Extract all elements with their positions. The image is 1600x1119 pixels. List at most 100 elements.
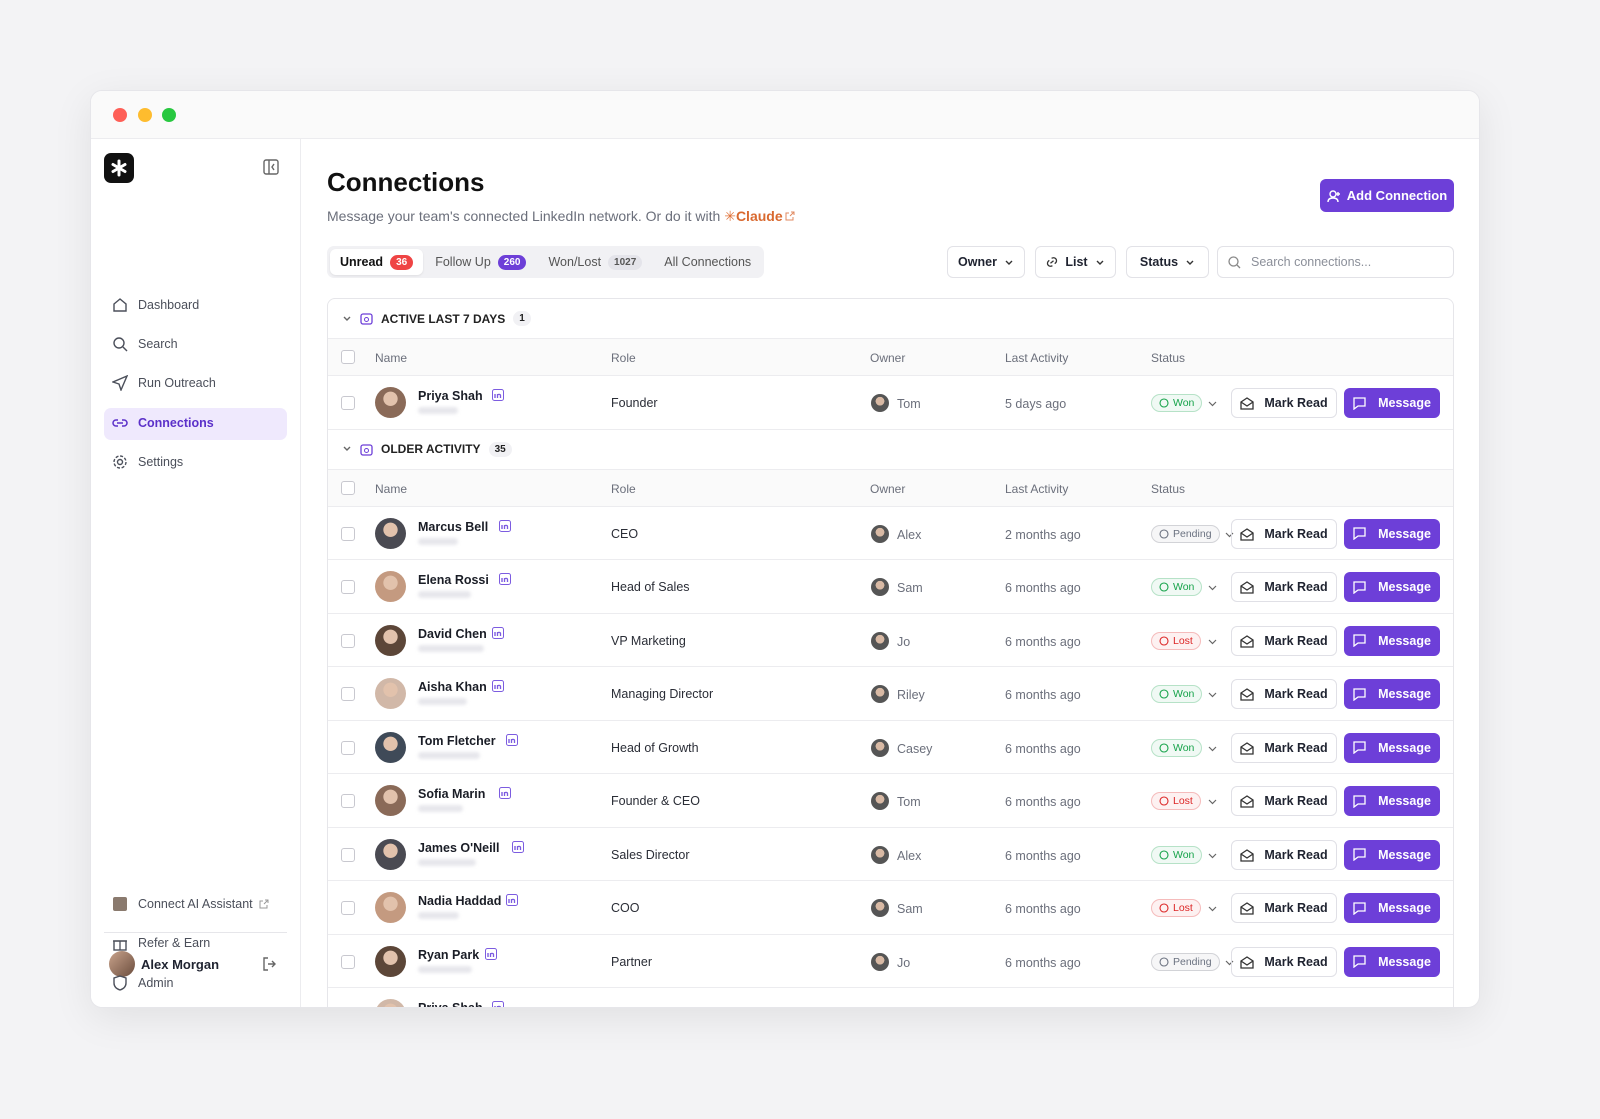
mark-read-button[interactable]: Mark Read <box>1231 786 1337 816</box>
connection-row[interactable]: Marcus Bell CEO Alex 2 months ago Pending Mar… <box>328 507 1453 560</box>
status-pill[interactable]: Won <box>1151 845 1203 864</box>
filter-label: Owner <box>958 255 997 269</box>
close-button[interactable] <box>113 108 127 122</box>
connection-row[interactable]: Priya Shah Founder Tom 5 days ago Won Mark Re… <box>328 376 1453 430</box>
message-label: Message <box>1378 580 1431 594</box>
column-header: Role <box>611 481 636 496</box>
footer-link[interactable]: Connect AI Assistant <box>112 896 282 912</box>
message-button[interactable]: Message <box>1344 732 1440 763</box>
footer-link[interactable]: Refer & Earn <box>112 935 282 951</box>
mark-read-button[interactable]: Mark Read <box>1231 893 1337 923</box>
message-button[interactable]: Message <box>1344 388 1440 418</box>
connection-row[interactable]: David Chen VP Marketing Jo 6 months ago Lost… <box>328 614 1453 667</box>
filter-dropdown[interactable]: Status <box>1126 246 1209 278</box>
row-checkbox[interactable] <box>341 847 355 862</box>
message-button[interactable]: Message <box>1344 946 1440 977</box>
mark-read-button[interactable]: Mark Read <box>1231 625 1337 656</box>
last-activity: 6 months ago <box>1005 581 1081 595</box>
mark-read-button[interactable]: Mark Read <box>1231 388 1337 418</box>
message-button[interactable]: Message <box>1344 786 1440 816</box>
message-button[interactable]: Message <box>1344 572 1440 602</box>
contact-role: Managing Director <box>611 687 714 701</box>
linkedin-icon[interactable] <box>505 733 518 751</box>
message-button[interactable]: Message <box>1344 893 1440 923</box>
linkedin-icon[interactable] <box>498 786 511 804</box>
connection-row[interactable]: Ryan Park Partner Jo 6 months ago Pending Mar… <box>328 935 1453 988</box>
row-checkbox[interactable] <box>341 526 355 541</box>
status-pill[interactable]: Lost <box>1151 792 1201 810</box>
collapse-sidebar[interactable] <box>263 159 279 175</box>
row-checkbox[interactable] <box>341 580 355 594</box>
mark-read-label: Mark Read <box>1264 633 1328 648</box>
mark-read-button[interactable]: Mark Read <box>1231 839 1337 870</box>
add-connection-button[interactable]: Add Connection <box>1320 179 1454 212</box>
row-checkbox[interactable] <box>341 633 355 648</box>
group-header[interactable]: ACTIVE LAST 7 DAYS 1 <box>328 299 1453 339</box>
status-pill[interactable]: Lost <box>1151 631 1201 650</box>
mark-read-button[interactable]: Mark Read <box>1231 572 1337 602</box>
tab[interactable]: Unread 36 <box>330 249 424 275</box>
filter-dropdown[interactable]: List <box>1035 246 1116 278</box>
row-checkbox[interactable] <box>341 396 355 410</box>
linkedin-icon[interactable] <box>498 572 511 590</box>
mark-read-button[interactable]: Mark Read <box>1231 732 1337 763</box>
mark-read-button[interactable]: Mark Read <box>1231 679 1337 709</box>
row-checkbox[interactable] <box>341 480 355 495</box>
nav-item[interactable]: Run Outreach <box>112 375 282 391</box>
message-button[interactable]: Message <box>1344 839 1440 870</box>
footer-link[interactable]: Admin <box>112 975 282 991</box>
status-pill[interactable]: Pending <box>1151 952 1220 971</box>
linkedin-icon[interactable] <box>498 519 511 537</box>
tab[interactable]: Won/Lost 1027 <box>538 249 652 275</box>
nav-item[interactable]: Connections <box>112 415 282 431</box>
row-checkbox[interactable] <box>341 901 355 915</box>
zoom-button[interactable] <box>162 108 176 122</box>
connection-row[interactable]: Priya Shah <box>328 988 1453 1007</box>
linkedin-icon[interactable] <box>512 840 525 858</box>
row-checkbox[interactable] <box>341 687 355 701</box>
row-checkbox[interactable] <box>341 794 355 808</box>
blurred-company <box>418 912 459 919</box>
search-input[interactable]: Search connections... <box>1217 246 1454 278</box>
nav-label: Dashboard <box>138 298 200 312</box>
linkedin-icon[interactable] <box>505 893 518 911</box>
owner-name: Sam <box>897 581 923 595</box>
connection-row[interactable]: Tom Fletcher Head of Growth Casey 6 months … <box>328 721 1453 774</box>
status-pill[interactable]: Won <box>1151 685 1203 703</box>
nav-item[interactable]: Search <box>112 336 282 352</box>
row-checkbox[interactable] <box>341 740 355 755</box>
message-button[interactable]: Message <box>1344 518 1440 549</box>
row-checkbox[interactable] <box>341 954 355 969</box>
connection-row[interactable]: Elena Rossi Head of Sales Sam 6 months ago W… <box>328 560 1453 614</box>
message-button[interactable]: Message <box>1344 625 1440 656</box>
connection-row[interactable]: James O'Neill Sales Director Alex 6 months … <box>328 828 1453 881</box>
minimize-button[interactable] <box>138 108 152 122</box>
message-button[interactable]: Message <box>1344 679 1440 709</box>
linkedin-icon[interactable] <box>492 1000 504 1007</box>
owner-avatar <box>871 631 889 650</box>
status-pill[interactable]: Won <box>1151 394 1203 412</box>
nav-item[interactable]: Settings <box>112 454 282 470</box>
logout-button[interactable] <box>261 956 277 972</box>
mark-read-button[interactable]: Mark Read <box>1231 946 1337 977</box>
status-pill[interactable]: Lost <box>1151 899 1201 917</box>
filter-dropdown[interactable]: Owner <box>947 246 1025 278</box>
logo[interactable] <box>104 153 134 183</box>
tab[interactable]: All Connections <box>654 249 761 275</box>
group-header[interactable]: OLDER ACTIVITY 35 <box>328 430 1453 470</box>
mark-read-button[interactable]: Mark Read <box>1231 518 1337 549</box>
tab[interactable]: Follow Up 260 <box>425 249 536 275</box>
linkedin-icon[interactable] <box>492 679 504 697</box>
status-pill[interactable]: Won <box>1151 578 1203 596</box>
linkedin-icon[interactable] <box>492 388 504 406</box>
linkedin-icon[interactable] <box>492 626 504 644</box>
row-checkbox[interactable] <box>341 350 355 364</box>
connection-row[interactable]: Nadia Haddad COO Sam 6 months ago Lost Mark R… <box>328 881 1453 935</box>
claude-link[interactable]: Claude <box>735 208 783 224</box>
status-pill[interactable]: Pending <box>1151 524 1220 543</box>
nav-item[interactable]: Dashboard <box>112 297 282 313</box>
status-pill[interactable]: Won <box>1151 738 1203 757</box>
linkedin-icon[interactable] <box>485 947 498 965</box>
connection-row[interactable]: Aisha Khan Managing Director Riley 6 months… <box>328 667 1453 721</box>
connection-row[interactable]: Sofia Marin Founder & CEO Tom 6 months ago L… <box>328 774 1453 828</box>
